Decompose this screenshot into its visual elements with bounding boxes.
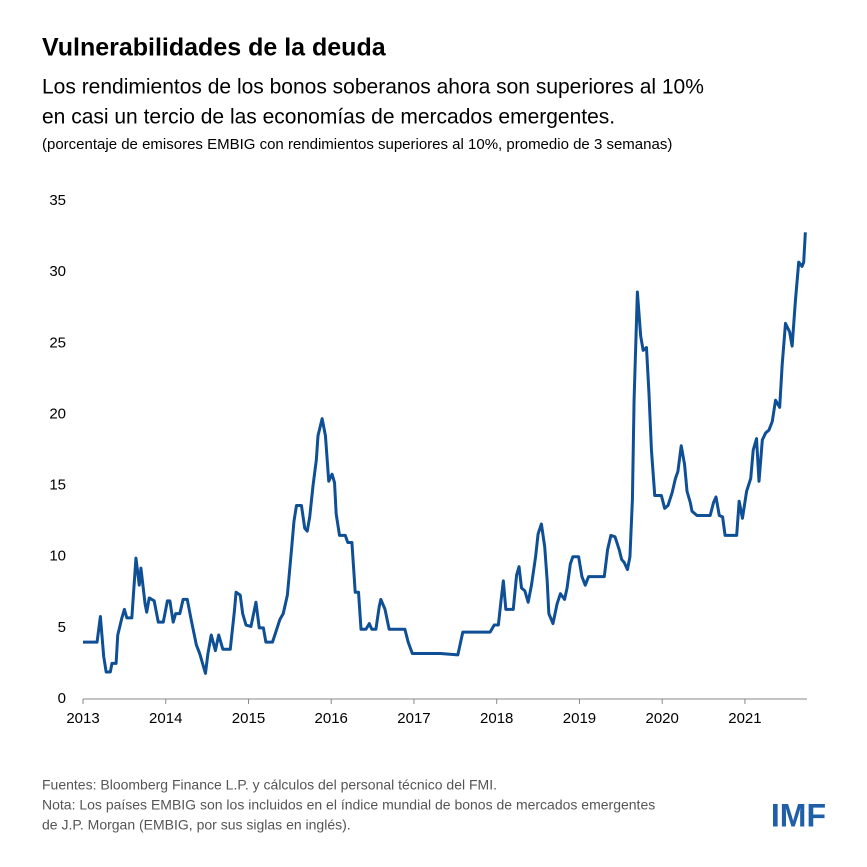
y-tick-label: 35: [49, 192, 66, 209]
y-tick-label: 15: [49, 477, 66, 494]
x-tick-label: 2020: [646, 710, 679, 727]
x-tick-label: 2019: [563, 710, 596, 727]
y-tick-label: 20: [49, 405, 66, 422]
x-tick-label: 2017: [397, 710, 430, 727]
x-tick-label: 2016: [315, 710, 348, 727]
x-tick-label: 2021: [728, 710, 761, 727]
note: de J.P. Morgan (EMBIG, por sus siglas en…: [42, 817, 351, 833]
chart-title: Vulnerabilidades de la deuda: [42, 34, 387, 62]
chart-subtitle: en casi un tercio de las economías de me…: [42, 106, 615, 129]
chart-subtitle: Los rendimientos de los bonos soberanos …: [42, 76, 704, 99]
y-tick-label: 5: [58, 619, 66, 636]
x-tick-label: 2018: [480, 710, 513, 727]
y-tick-label: 25: [49, 334, 66, 351]
y-tick-label: 30: [49, 263, 66, 280]
note: Fuentes: Bloomberg Finance L.P. y cálcul…: [42, 777, 497, 793]
y-tick-label: 0: [58, 690, 66, 707]
y-tick-label: 10: [49, 548, 66, 565]
x-tick-label: 2014: [149, 710, 182, 727]
data-line: [83, 232, 807, 675]
x-tick-label: 2015: [232, 710, 265, 727]
logo: IMF: [771, 797, 826, 833]
note: Nota: Los países EMBIG son los incluidos…: [42, 797, 655, 813]
x-tick-label: 2013: [66, 710, 99, 727]
y-axis-label: (porcentaje de emisores EMBIG con rendim…: [42, 136, 672, 153]
